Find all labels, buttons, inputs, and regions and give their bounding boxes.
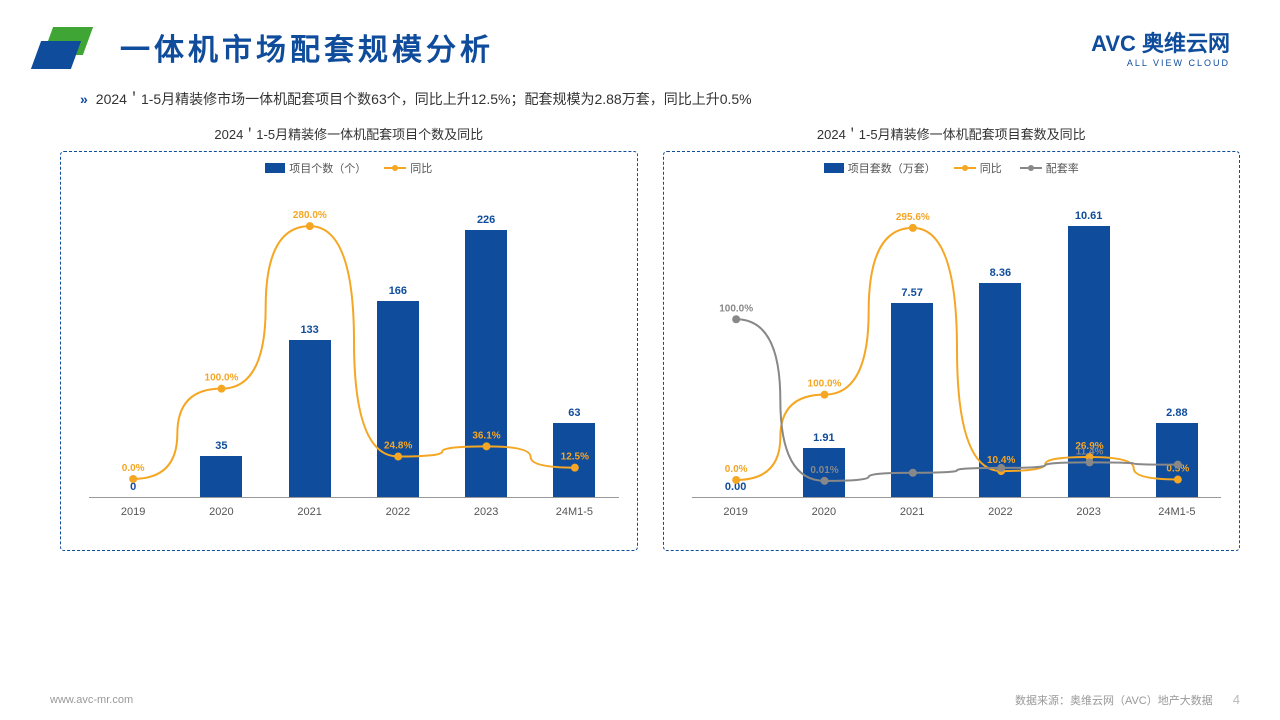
svg-text:24.8%: 24.8% bbox=[384, 441, 412, 452]
chart-1-frame: 项目个数（个） 同比 03513316622663 0.0%100.0%280.… bbox=[60, 151, 638, 551]
chart-2: 2024＇1-5月精装修一体机配套项目套数及同比 项目套数（万套） 同比 配套率… bbox=[663, 124, 1241, 551]
chart-1-title: 2024＇1-5月精装修一体机配套项目个数及同比 bbox=[60, 124, 638, 143]
logo-icon bbox=[30, 27, 100, 67]
svg-text:0.0%: 0.0% bbox=[122, 463, 145, 474]
svg-text:100.0%: 100.0% bbox=[719, 303, 753, 314]
footer-url: www.avc-mr.com bbox=[50, 694, 133, 706]
chart-1: 2024＇1-5月精装修一体机配套项目个数及同比 项目个数（个） 同比 0351… bbox=[60, 124, 638, 551]
svg-text:0.01%: 0.01% bbox=[810, 465, 838, 476]
line1-legend-label: 同比 bbox=[980, 160, 1002, 176]
bar-legend-icon bbox=[265, 163, 285, 173]
bar-legend-icon bbox=[824, 163, 844, 173]
svg-text:0.0%: 0.0% bbox=[724, 464, 747, 475]
page-title: 一体机市场配套规模分析 bbox=[120, 25, 1091, 69]
bar-legend-label: 项目套数（万套） bbox=[848, 160, 936, 176]
svg-text:11.4%: 11.4% bbox=[1075, 446, 1103, 457]
line2-legend-icon bbox=[1020, 167, 1042, 169]
charts-container: 2024＇1-5月精装修一体机配套项目个数及同比 项目个数（个） 同比 0351… bbox=[0, 114, 1280, 551]
chart-2-frame: 项目套数（万套） 同比 配套率 0.001.917.578.3610.612.8… bbox=[663, 151, 1241, 551]
summary-text: 2024＇1-5月精装修市场一体机配套项目个数63个，同比上升12.5%；配套规… bbox=[0, 79, 1280, 114]
line-legend-label: 同比 bbox=[410, 160, 432, 176]
chart-1-legend: 项目个数（个） 同比 bbox=[69, 160, 629, 176]
header: 一体机市场配套规模分析 AVC 奥维云网 ALL VIEW CLOUD bbox=[0, 0, 1280, 79]
svg-text:100.0%: 100.0% bbox=[205, 373, 239, 384]
bar-legend-label: 项目个数（个） bbox=[289, 160, 366, 176]
brand-name-cn: AVC 奥维云网 bbox=[1091, 26, 1230, 58]
svg-text:295.6%: 295.6% bbox=[895, 212, 929, 223]
footer-source: 数据来源：奥维云网（AVC）地产大数据 bbox=[1015, 695, 1213, 707]
chart-2-plot: 0.001.917.578.3610.612.88 0.0%100.0%295.… bbox=[672, 180, 1232, 520]
chart-2-title: 2024＇1-5月精装修一体机配套项目套数及同比 bbox=[663, 124, 1241, 143]
chart-1-plot: 03513316622663 0.0%100.0%280.0%24.8%36.1… bbox=[69, 180, 629, 520]
line-legend-icon bbox=[384, 167, 406, 169]
footer: www.avc-mr.com 数据来源：奥维云网（AVC）地产大数据 4 bbox=[50, 692, 1240, 708]
brand-name-en: ALL VIEW CLOUD bbox=[1091, 58, 1230, 68]
line2-legend-label: 配套率 bbox=[1046, 160, 1079, 176]
chart-2-legend: 项目套数（万套） 同比 配套率 bbox=[672, 160, 1232, 176]
page-number: 4 bbox=[1233, 692, 1240, 707]
brand-logo: AVC 奥维云网 ALL VIEW CLOUD bbox=[1091, 26, 1230, 68]
svg-text:100.0%: 100.0% bbox=[807, 379, 841, 390]
svg-text:280.0%: 280.0% bbox=[293, 210, 327, 221]
svg-text:12.5%: 12.5% bbox=[561, 452, 589, 463]
line1-legend-icon bbox=[954, 167, 976, 169]
svg-text:36.1%: 36.1% bbox=[472, 430, 500, 441]
